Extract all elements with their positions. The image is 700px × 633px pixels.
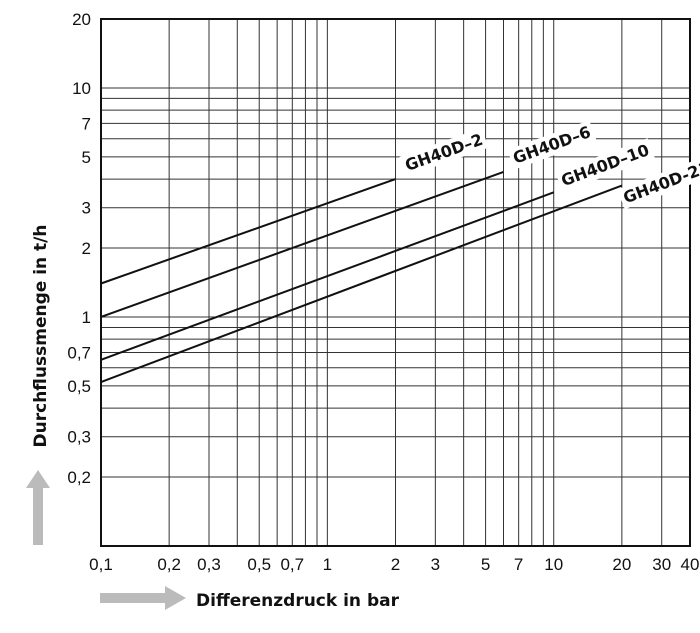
series-line (100, 178, 396, 285)
x-tick-label: 0,1 (89, 555, 113, 574)
x-tick-label: 7 (514, 555, 523, 574)
x-tick-label: 0,2 (157, 555, 181, 574)
x-tick-label: 3 (431, 555, 440, 574)
y-tick-label: 0,7 (67, 343, 91, 362)
x-tick-label: 40 (681, 555, 700, 574)
y-tick-label: 0,5 (67, 377, 91, 396)
x-tick-label: 1 (323, 555, 332, 574)
y-tick-labels: 0,2 0,3 0,5 0,7 1 2 3 5 7 10 20 (67, 10, 91, 487)
x-tick-label: 0,7 (280, 555, 304, 574)
x-tick-labels: 0,1 0,2 0,3 0,5 0,7 1 2 3 5 7 10 20 30 40 (89, 555, 699, 574)
x-tick-label: 30 (652, 555, 671, 574)
x-axis-title: Differenzdruck in bar (196, 591, 400, 611)
x-tick-label: 5 (481, 555, 490, 574)
y-tick-label: 2 (82, 239, 91, 258)
y-tick-label: 7 (82, 114, 91, 133)
y-tick-label: 0,2 (67, 468, 91, 487)
series-label-background (617, 155, 700, 210)
y-tick-label: 3 (82, 199, 91, 218)
y-tick-label: 10 (72, 79, 91, 98)
x-tick-label: 0,3 (197, 555, 221, 574)
x-axis-arrow-icon (100, 586, 186, 610)
series-label: GH40D–2 (399, 127, 489, 177)
x-tick-label: 10 (544, 555, 563, 574)
y-axis-arrow-icon (26, 470, 50, 545)
series-label-background (507, 120, 597, 170)
y-tick-label: 0,3 (67, 428, 91, 447)
grid (101, 19, 690, 546)
series-line (100, 184, 623, 383)
series-label-background (399, 127, 489, 177)
x-tick-label: 0,5 (247, 555, 271, 574)
series-line (100, 170, 504, 318)
y-tick-label: 5 (82, 148, 91, 167)
series-lines (100, 170, 623, 383)
y-tick-label: 1 (82, 308, 91, 327)
y-axis-title: Durchflussmenge in t/h (31, 225, 51, 448)
y-tick-label: 20 (72, 10, 91, 29)
x-tick-label: 20 (612, 555, 631, 574)
series-line (100, 191, 555, 361)
series-label-background (555, 138, 655, 193)
x-tick-label: 2 (391, 555, 400, 574)
